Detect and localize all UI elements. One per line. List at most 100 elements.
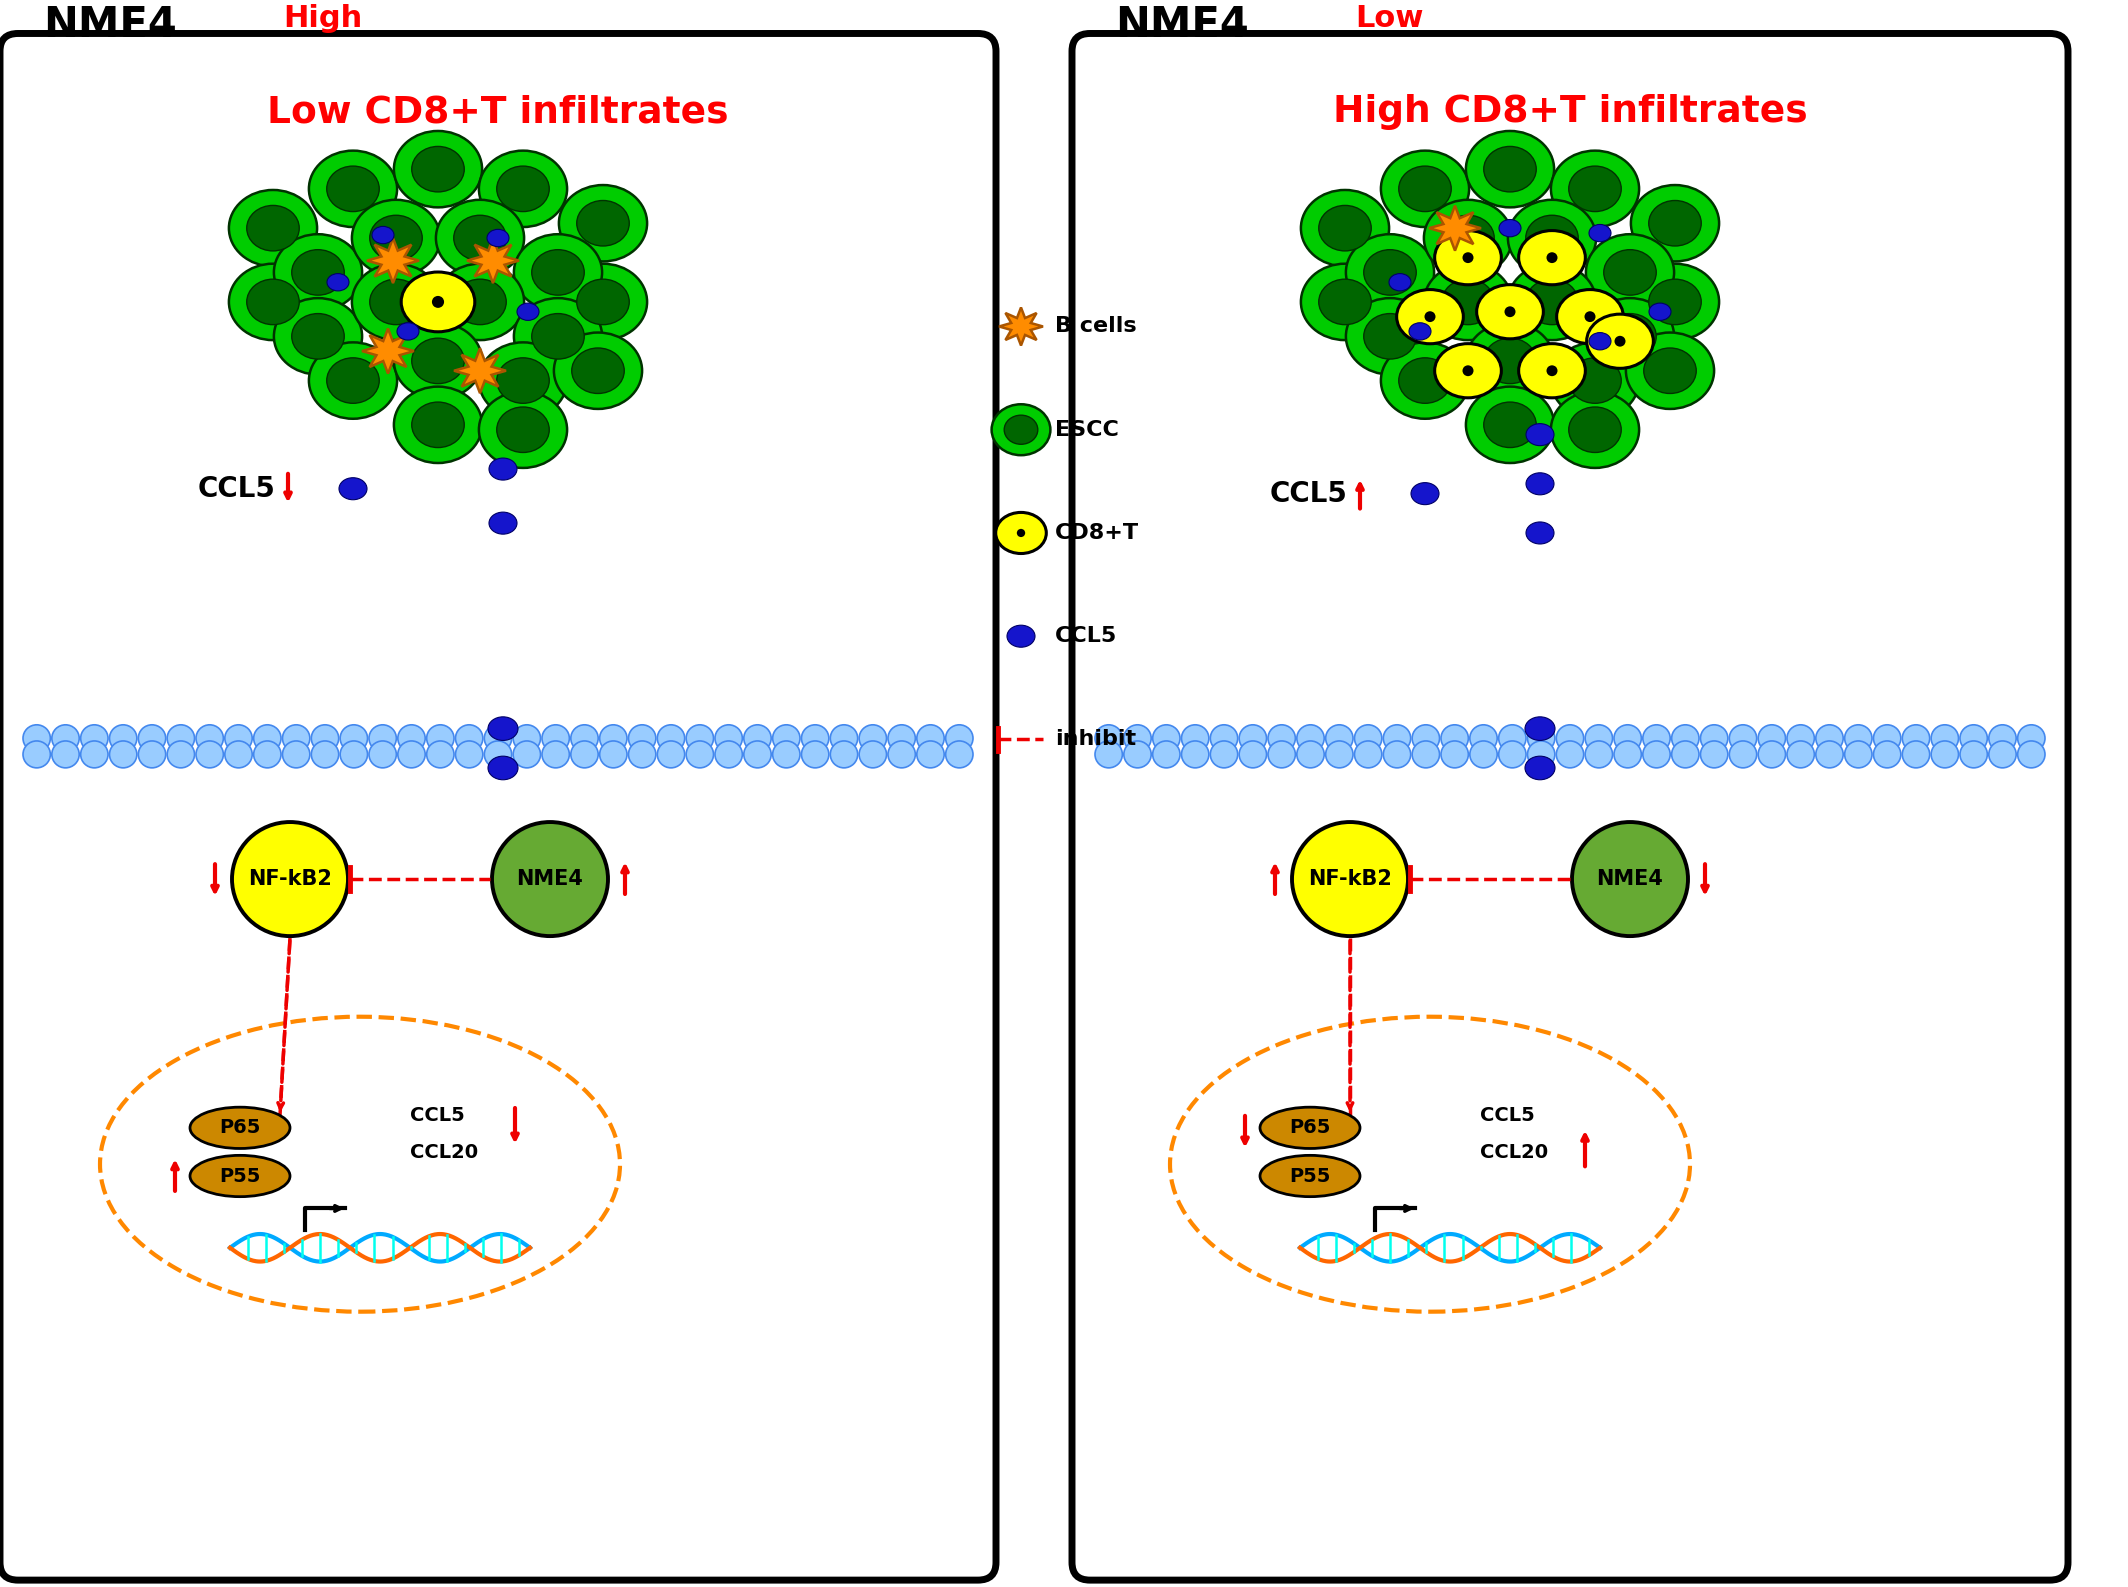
Ellipse shape [600, 725, 628, 752]
Ellipse shape [1381, 343, 1468, 419]
Ellipse shape [1296, 741, 1324, 768]
Ellipse shape [485, 725, 511, 752]
Ellipse shape [1902, 741, 1930, 768]
Ellipse shape [543, 725, 570, 752]
Ellipse shape [1509, 263, 1596, 340]
Ellipse shape [436, 263, 523, 340]
Ellipse shape [1153, 725, 1181, 752]
Ellipse shape [487, 230, 509, 246]
Ellipse shape [1547, 252, 1558, 263]
Ellipse shape [1319, 279, 1370, 325]
Ellipse shape [1300, 190, 1390, 267]
Ellipse shape [1443, 216, 1494, 260]
Ellipse shape [328, 273, 349, 290]
Ellipse shape [328, 357, 379, 403]
Ellipse shape [1424, 311, 1436, 322]
Text: inhibit: inhibit [1055, 730, 1136, 749]
Ellipse shape [309, 151, 398, 227]
Ellipse shape [1398, 357, 1451, 403]
Ellipse shape [432, 295, 445, 308]
Ellipse shape [1585, 235, 1675, 311]
Ellipse shape [1268, 725, 1296, 752]
Ellipse shape [368, 725, 396, 752]
Ellipse shape [436, 200, 523, 276]
Ellipse shape [1396, 289, 1464, 344]
Ellipse shape [1960, 741, 1988, 768]
Ellipse shape [1300, 263, 1390, 340]
Ellipse shape [1007, 625, 1034, 647]
Ellipse shape [1815, 741, 1843, 768]
Ellipse shape [1613, 741, 1641, 768]
Ellipse shape [370, 279, 421, 325]
Ellipse shape [496, 406, 549, 452]
Ellipse shape [1758, 741, 1785, 768]
Ellipse shape [945, 741, 972, 768]
Ellipse shape [1526, 279, 1579, 325]
Text: CCL5: CCL5 [198, 475, 277, 503]
Ellipse shape [138, 725, 166, 752]
Ellipse shape [402, 271, 475, 332]
Ellipse shape [745, 725, 770, 752]
Ellipse shape [1613, 725, 1641, 752]
Ellipse shape [487, 717, 517, 741]
Ellipse shape [802, 741, 828, 768]
Ellipse shape [685, 725, 713, 752]
Ellipse shape [23, 725, 51, 752]
Ellipse shape [1498, 219, 1522, 236]
Bar [1096, 728, 2045, 763]
Ellipse shape [1547, 365, 1558, 376]
Ellipse shape [543, 741, 570, 768]
Ellipse shape [917, 725, 945, 752]
Ellipse shape [860, 725, 887, 752]
Ellipse shape [830, 725, 858, 752]
Ellipse shape [311, 725, 338, 752]
Ellipse shape [1526, 755, 1556, 779]
Ellipse shape [1730, 725, 1758, 752]
Ellipse shape [138, 741, 166, 768]
Ellipse shape [1615, 336, 1626, 346]
Ellipse shape [328, 167, 379, 211]
Text: NF-kB2: NF-kB2 [1309, 870, 1392, 889]
Ellipse shape [1590, 333, 1611, 349]
Ellipse shape [226, 725, 253, 752]
Ellipse shape [232, 822, 349, 936]
Ellipse shape [1528, 725, 1556, 752]
Ellipse shape [1413, 725, 1439, 752]
Ellipse shape [1181, 725, 1209, 752]
Ellipse shape [560, 263, 647, 340]
Ellipse shape [1845, 741, 1873, 768]
Ellipse shape [196, 725, 223, 752]
Ellipse shape [1260, 1155, 1360, 1197]
Ellipse shape [487, 755, 517, 779]
Ellipse shape [1096, 725, 1121, 752]
Text: CCL20: CCL20 [1479, 1143, 1549, 1162]
Ellipse shape [168, 725, 194, 752]
Ellipse shape [411, 402, 464, 448]
Ellipse shape [1526, 717, 1556, 741]
Ellipse shape [1398, 167, 1451, 211]
Ellipse shape [1004, 416, 1038, 444]
Ellipse shape [1441, 725, 1468, 752]
Ellipse shape [247, 279, 300, 325]
Ellipse shape [2017, 741, 2045, 768]
Text: P55: P55 [219, 1166, 262, 1185]
Text: P55: P55 [1290, 1166, 1330, 1185]
Ellipse shape [1462, 252, 1473, 263]
Ellipse shape [1466, 132, 1553, 208]
Ellipse shape [1345, 298, 1434, 375]
Ellipse shape [275, 235, 362, 311]
Ellipse shape [1483, 338, 1536, 384]
Ellipse shape [1356, 725, 1381, 752]
Text: CCL5: CCL5 [1055, 627, 1117, 646]
Ellipse shape [368, 741, 396, 768]
Text: P65: P65 [1290, 1119, 1330, 1138]
Ellipse shape [351, 200, 440, 276]
Ellipse shape [1483, 402, 1536, 448]
Ellipse shape [1585, 741, 1613, 768]
Ellipse shape [81, 741, 109, 768]
Ellipse shape [455, 725, 483, 752]
Ellipse shape [1413, 741, 1439, 768]
Ellipse shape [292, 314, 345, 359]
Ellipse shape [1788, 725, 1815, 752]
Ellipse shape [572, 348, 624, 394]
